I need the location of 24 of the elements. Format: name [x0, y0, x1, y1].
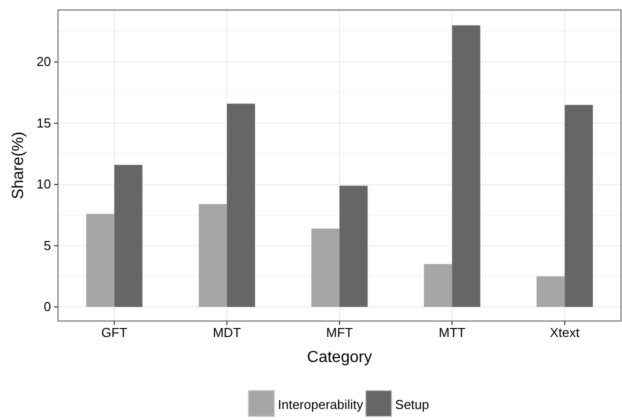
- x-tick-label: Xtext: [550, 325, 580, 340]
- bar: [311, 228, 340, 307]
- y-tick-label: 5: [44, 238, 51, 253]
- bar: [424, 264, 452, 307]
- y-axis-title: Share(%): [10, 132, 27, 200]
- x-tick-label: MFT: [326, 325, 353, 340]
- x-tick-label: MDT: [212, 325, 242, 340]
- y-tick-label: 15: [36, 115, 51, 130]
- y-tick-label: 0: [44, 299, 51, 314]
- x-tick-label: MTT: [438, 325, 466, 340]
- bar: [452, 25, 480, 307]
- legend-label: Setup: [395, 397, 430, 412]
- bar: [86, 214, 114, 307]
- legend-label: Interoperability: [278, 397, 364, 412]
- y-tick-label: 10: [36, 176, 51, 192]
- bar: [226, 104, 256, 307]
- x-axis-title: Category: [307, 349, 372, 366]
- x-tick-label: GFT: [101, 325, 128, 340]
- bar: [564, 104, 593, 307]
- bar: [536, 276, 565, 307]
- bar: [114, 164, 142, 307]
- y-tick-label: 20: [36, 54, 51, 70]
- bar: [340, 186, 368, 307]
- bar: [198, 204, 227, 307]
